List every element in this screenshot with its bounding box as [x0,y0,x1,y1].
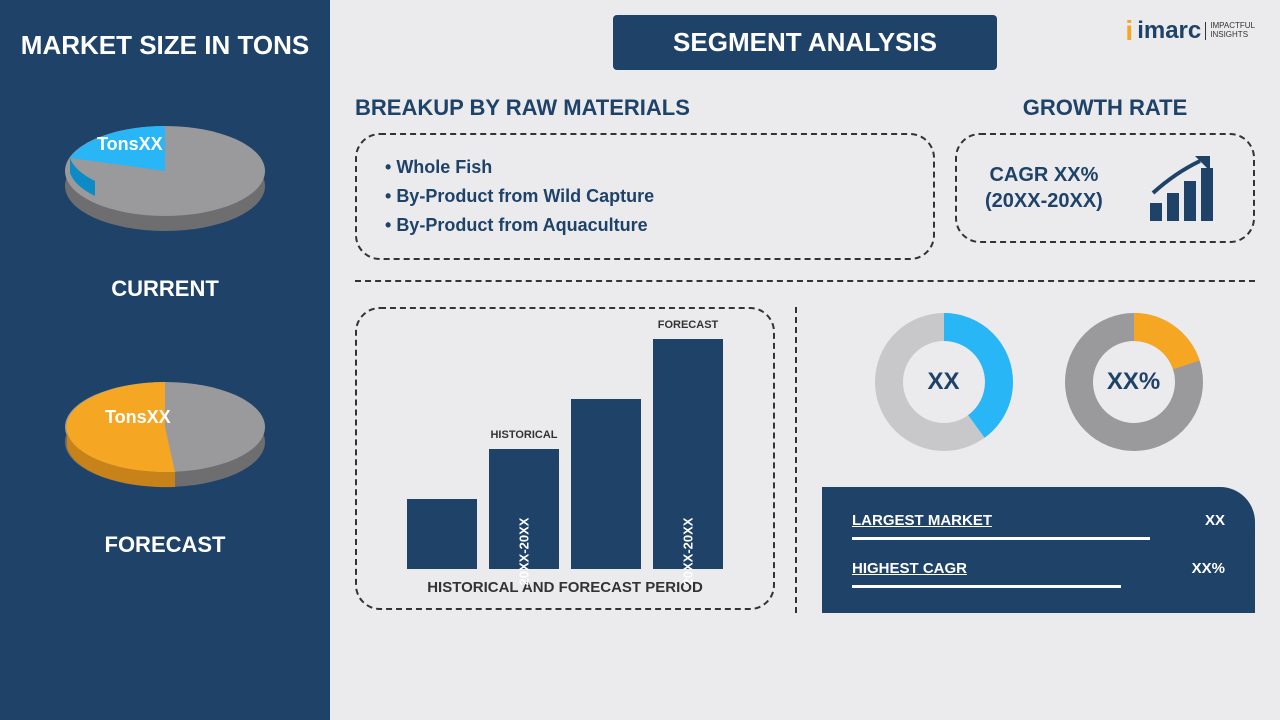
bottom-row: HISTORICAL20XX-20XX FORECAST20XX-20XX HIS… [355,280,1255,613]
stat-row-2: HIGHEST CAGR XX% [852,560,1225,577]
growth-chart-icon [1145,153,1225,223]
donut-1: XX [869,307,1019,457]
breakup-box: Whole Fish By-Product from Wild Capture … [355,133,935,260]
stat1-value: XX [1205,512,1225,529]
bar: FORECAST20XX-20XX [653,339,723,569]
left-panel: MARKET SIZE IN TONS TonsXX CURRENT TonsX… [0,0,330,720]
logo: iimarc IMPACTFUL INSIGHTS [1125,15,1255,47]
logo-dot-icon: i [1125,15,1133,47]
pie1-caption: CURRENT [111,276,219,302]
logo-tagline: IMPACTFUL INSIGHTS [1205,22,1255,40]
stat-row-1: LARGEST MARKET XX [852,512,1225,529]
list-item: By-Product from Aquaculture [385,211,905,240]
pie1-label: TonsXX [97,134,163,155]
bar [571,399,641,569]
bar: HISTORICAL20XX-20XX [489,449,559,569]
stat2-value: XX% [1192,560,1225,577]
growth-section: GROWTH RATE CAGR XX% (20XX-20XX) [955,95,1255,260]
right-panel: iimarc IMPACTFUL INSIGHTS SEGMENT ANALYS… [330,0,1280,720]
stat-bar-2 [852,585,1121,588]
pie-chart-icon [45,352,285,512]
donut-2: XX% [1059,307,1209,457]
pie-current: TonsXX [45,96,285,256]
bars-area: HISTORICAL20XX-20XX FORECAST20XX-20XX [387,329,743,569]
pie-forecast: TonsXX [45,352,285,512]
list-item: Whole Fish [385,153,905,182]
stats-box: LARGEST MARKET XX HIGHEST CAGR XX% [822,487,1255,613]
breakup-list: Whole Fish By-Product from Wild Capture … [385,153,905,240]
list-item: By-Product from Wild Capture [385,182,905,211]
donut1-center: XX [927,368,959,396]
stat-bar-1 [852,537,1150,540]
bar [407,499,477,569]
main-container: MARKET SIZE IN TONS TonsXX CURRENT TonsX… [0,0,1280,720]
growth-text: CAGR XX% (20XX-20XX) [985,162,1103,214]
stat2-label: HIGHEST CAGR [852,560,967,577]
bar-section: HISTORICAL20XX-20XX FORECAST20XX-20XX HIS… [355,307,775,613]
pie-chart-icon [45,96,285,256]
header-badge: SEGMENT ANALYSIS [613,15,997,70]
top-row: BREAKUP BY RAW MATERIALS Whole Fish By-P… [355,95,1255,260]
donut2-center: XX% [1107,368,1160,396]
donuts-row: XX XX% [822,307,1255,457]
pie2-caption: FORECAST [105,532,226,558]
logo-brand: imarc [1137,17,1201,45]
growth-title: GROWTH RATE [955,95,1255,121]
bar-box: HISTORICAL20XX-20XX FORECAST20XX-20XX HIS… [355,307,775,610]
growth-box: CAGR XX% (20XX-20XX) [955,133,1255,243]
stat1-label: LARGEST MARKET [852,512,992,529]
left-title: MARKET SIZE IN TONS [21,30,309,61]
breakup-title: BREAKUP BY RAW MATERIALS [355,95,935,121]
breakup-section: BREAKUP BY RAW MATERIALS Whole Fish By-P… [355,95,935,260]
pie2-label: TonsXX [105,407,171,428]
donut-section: XX XX% LARGEST MARKET XX [795,307,1255,613]
